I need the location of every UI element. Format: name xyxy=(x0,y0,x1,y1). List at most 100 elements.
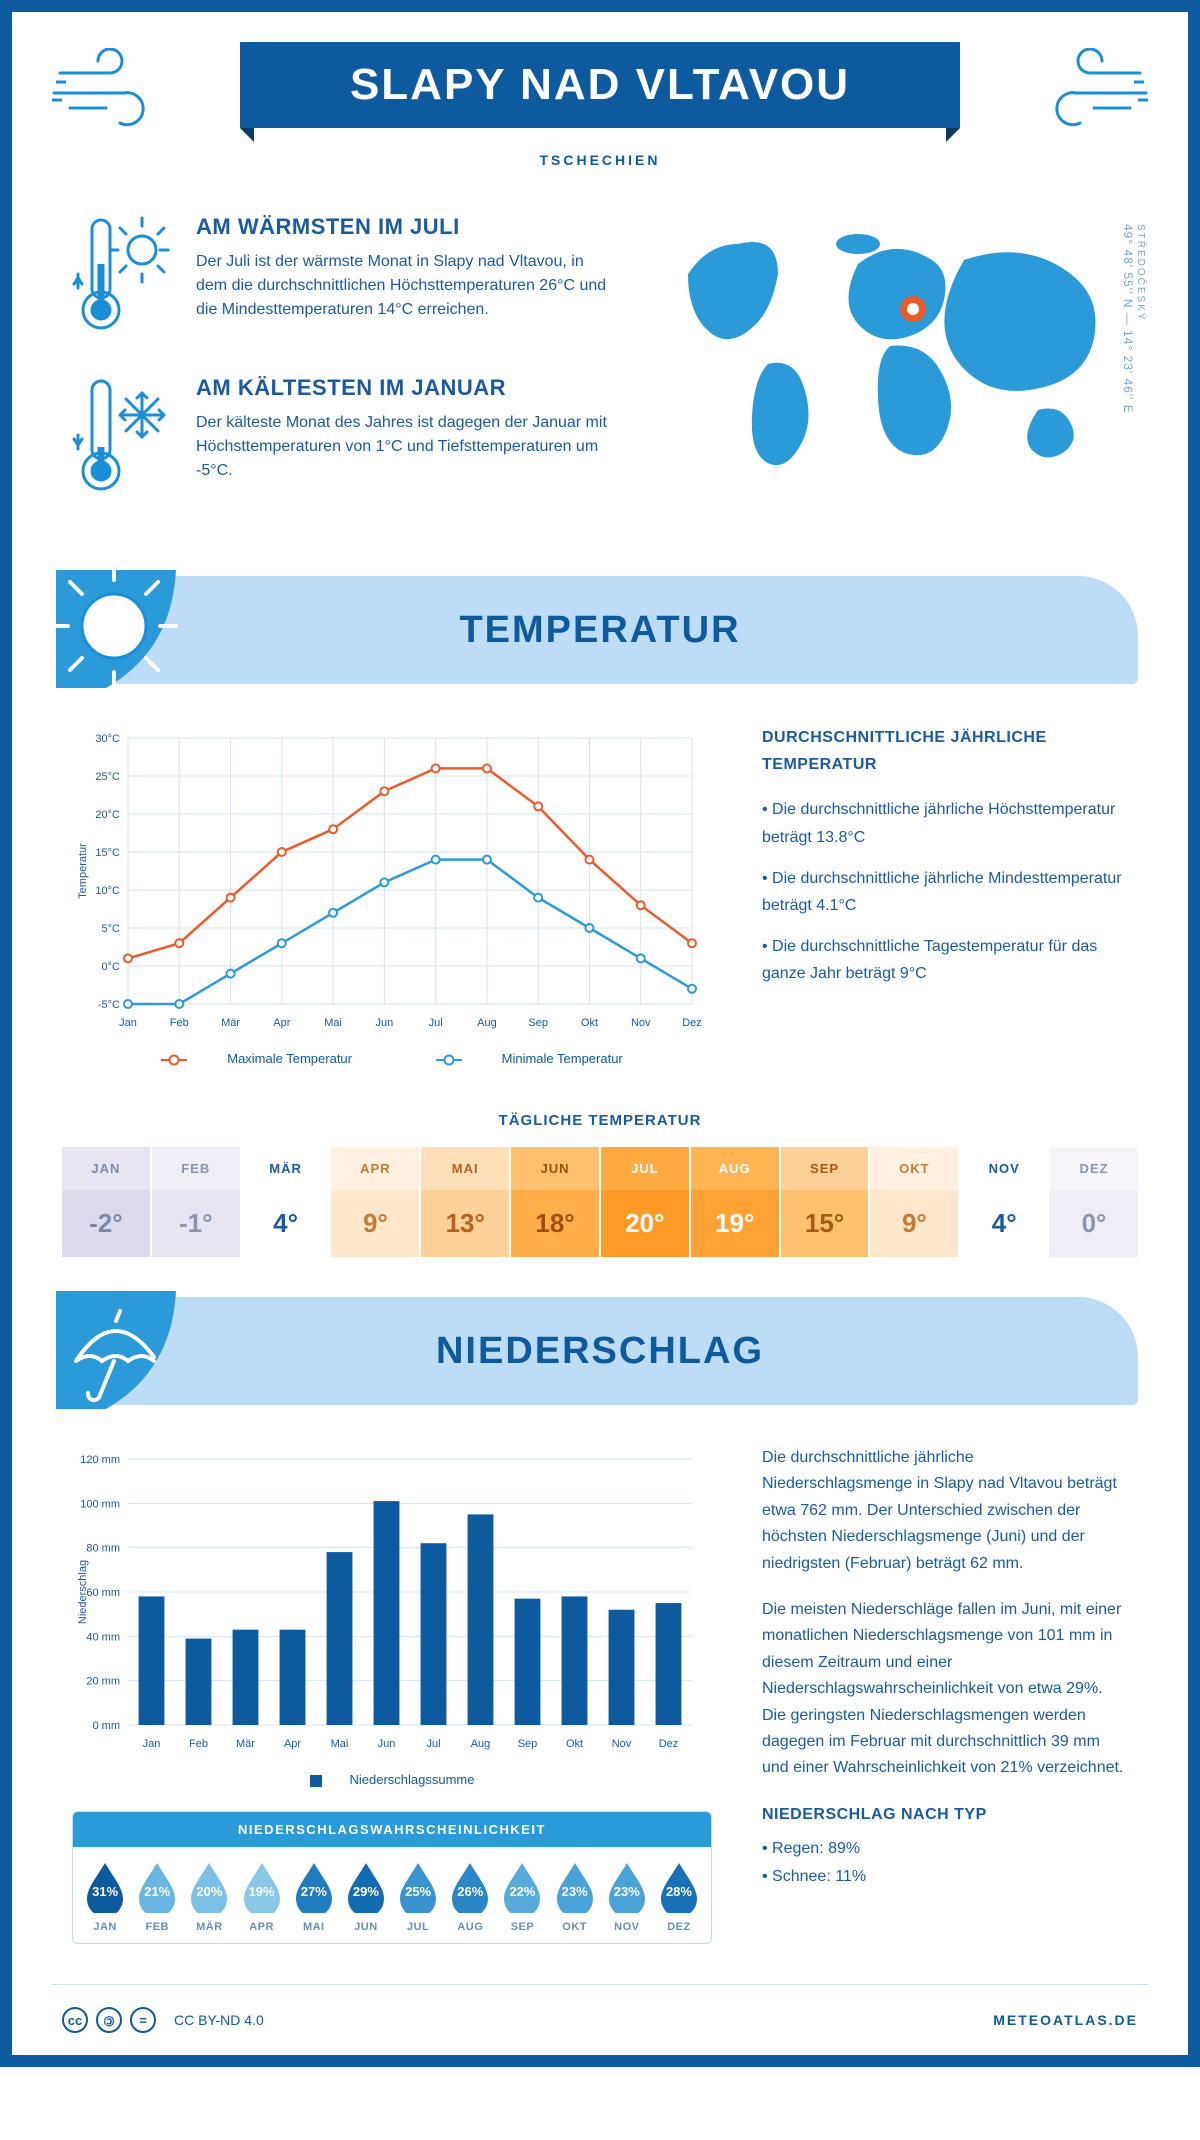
daily-temp-cell: APR 9° xyxy=(331,1147,421,1257)
svg-text:Mai: Mai xyxy=(324,1017,342,1029)
svg-text:20°C: 20°C xyxy=(95,809,120,821)
precip-type-bullet: • Regen: 89% xyxy=(762,1836,1128,1862)
daily-temp-cell: JUN 18° xyxy=(511,1147,601,1257)
legend-max-label: Maximale Temperatur xyxy=(227,1051,352,1066)
svg-text:Nov: Nov xyxy=(631,1017,651,1029)
svg-text:Dez: Dez xyxy=(659,1738,679,1750)
prob-cell: 27%MAI xyxy=(290,1861,338,1933)
precip-legend-label: Niederschlagssumme xyxy=(350,1772,475,1787)
temperature-heading: TEMPERATUR xyxy=(459,609,740,652)
svg-text:Sep: Sep xyxy=(528,1017,548,1029)
footer: cc 🄯 = CC BY-ND 4.0 METEOATLAS.DE xyxy=(52,1984,1148,2055)
daily-temp-title: TÄGLICHE TEMPERATUR xyxy=(12,1112,1188,1129)
prob-cell: 31%JAN xyxy=(81,1861,129,1933)
svg-text:Feb: Feb xyxy=(189,1738,208,1750)
svg-text:Dez: Dez xyxy=(682,1017,702,1029)
svg-text:Sep: Sep xyxy=(518,1738,538,1750)
svg-text:30°C: 30°C xyxy=(95,733,120,745)
svg-text:Mär: Mär xyxy=(221,1017,240,1029)
legend-min-label: Minimale Temperatur xyxy=(502,1051,623,1066)
temp-info-bullet: • Die durchschnittliche jährliche Mindes… xyxy=(762,865,1128,919)
prob-cell: 26%AUG xyxy=(446,1861,494,1933)
prob-cell: 28%DEZ xyxy=(655,1861,703,1933)
precipitation-bar-chart: 0 mm 20 mm 40 mm 60 mm 80 mm 100 mm 120 mm Nied… xyxy=(72,1445,712,1787)
precip-type-bullet: • Schnee: 11% xyxy=(762,1864,1128,1890)
warmest-block: AM WÄRMSTEN IM JULI Der Juli ist der wär… xyxy=(72,214,618,339)
svg-text:Mai: Mai xyxy=(331,1738,349,1750)
svg-text:Jun: Jun xyxy=(375,1017,393,1029)
daily-temp-cell: NOV 4° xyxy=(960,1147,1050,1257)
svg-text:Jun: Jun xyxy=(378,1738,396,1750)
daily-temp-cell: DEZ 0° xyxy=(1050,1147,1138,1257)
svg-text:25°C: 25°C xyxy=(95,771,120,783)
svg-text:100 mm: 100 mm xyxy=(80,1498,120,1510)
svg-text:Temperatur: Temperatur xyxy=(77,843,89,899)
svg-text:Jul: Jul xyxy=(429,1017,443,1029)
svg-text:Aug: Aug xyxy=(477,1017,497,1029)
header: SLAPY NAD VLTAVOU TSCHECHIEN xyxy=(12,12,1188,184)
temp-chart-legend: Maximale Temperatur Minimale Temperatur xyxy=(72,1051,712,1066)
svg-text:Apr: Apr xyxy=(284,1738,301,1750)
precip-paragraph-2: Die meisten Niederschläge fallen im Juni… xyxy=(762,1597,1128,1782)
warmest-title: AM WÄRMSTEN IM JULI xyxy=(196,214,618,240)
thermometer-hot-icon xyxy=(72,214,172,334)
svg-text:120 mm: 120 mm xyxy=(80,1454,120,1466)
svg-text:-5°C: -5°C xyxy=(98,999,120,1011)
svg-text:Nov: Nov xyxy=(612,1738,632,1750)
region-label: STŘEDOČESKÝ xyxy=(1135,224,1146,408)
svg-text:0 mm: 0 mm xyxy=(93,1720,121,1732)
daily-temp-cell: AUG 19° xyxy=(691,1147,781,1257)
svg-text:Niederschlag: Niederschlag xyxy=(77,1560,89,1624)
svg-text:5°C: 5°C xyxy=(102,923,121,935)
svg-text:Okt: Okt xyxy=(566,1738,583,1750)
daily-temp-cell: JAN -2° xyxy=(62,1147,152,1257)
prob-cell: 23%OKT xyxy=(551,1861,599,1933)
svg-text:40 mm: 40 mm xyxy=(86,1631,120,1643)
svg-text:15°C: 15°C xyxy=(95,847,120,859)
precip-type-heading: NIEDERSCHLAG NACH TYP xyxy=(762,1802,1128,1828)
svg-text:Okt: Okt xyxy=(581,1017,598,1029)
daily-temp-cell: MAI 13° xyxy=(421,1147,511,1257)
prob-cell: 23%NOV xyxy=(603,1861,651,1933)
temperature-info: DURCHSCHNITTLICHE JÄHRLICHE TEMPERATUR •… xyxy=(762,724,1128,1066)
intro-section: AM WÄRMSTEN IM JULI Der Juli ist der wär… xyxy=(12,184,1188,566)
coldest-title: AM KÄLTESTEN IM JANUAR xyxy=(196,375,618,401)
prob-cell: 21%FEB xyxy=(133,1861,181,1933)
daily-temp-table: JAN -2°FEB -1°MÄR 4°APR 9°MAI 13°JUN 18°… xyxy=(62,1147,1138,1257)
location-marker-icon xyxy=(900,296,926,322)
svg-text:Jan: Jan xyxy=(119,1017,137,1029)
svg-text:Jan: Jan xyxy=(143,1738,161,1750)
daily-temp-cell: SEP 15° xyxy=(781,1147,871,1257)
coldest-block: AM KÄLTESTEN IM JANUAR Der kälteste Mona… xyxy=(72,375,618,500)
temperature-line-chart: -5°C0°C5°C10°C15°C20°C25°C30°CJanFebMärA… xyxy=(72,724,712,1066)
prob-cell: 22%SEP xyxy=(498,1861,546,1933)
svg-text:20 mm: 20 mm xyxy=(86,1676,120,1688)
warmest-text: Der Juli ist der wärmste Monat in Slapy … xyxy=(196,250,618,322)
svg-text:60 mm: 60 mm xyxy=(86,1587,120,1599)
prob-cell: 19%APR xyxy=(238,1861,286,1933)
precipitation-heading: NIEDERSCHLAG xyxy=(436,1330,764,1373)
daily-temp-cell: JUL 20° xyxy=(601,1147,691,1257)
sun-icon xyxy=(56,570,196,700)
cc-icon: cc xyxy=(62,2007,88,2033)
daily-temp-cell: FEB -1° xyxy=(152,1147,242,1257)
daily-temp-cell: MÄR 4° xyxy=(242,1147,332,1257)
nd-icon: = xyxy=(130,2007,156,2033)
thermometer-cold-icon xyxy=(72,375,172,495)
by-icon: 🄯 xyxy=(96,2007,122,2033)
svg-text:10°C: 10°C xyxy=(95,885,120,897)
coordinates: STŘEDOČESKÝ 49° 48' 55'' N — 14° 23' 46'… xyxy=(1121,224,1146,414)
svg-text:Aug: Aug xyxy=(471,1738,491,1750)
precipitation-section-banner: NIEDERSCHLAG xyxy=(62,1297,1138,1405)
svg-text:0°C: 0°C xyxy=(102,961,121,973)
precip-chart-legend: Niederschlagssumme xyxy=(72,1772,712,1787)
temperature-section-banner: TEMPERATUR xyxy=(62,576,1138,684)
daily-temp-cell: OKT 9° xyxy=(870,1147,960,1257)
svg-text:Apr: Apr xyxy=(273,1017,290,1029)
temp-info-bullet: • Die durchschnittliche jährliche Höchst… xyxy=(762,796,1128,850)
coords-value: 49° 48' 55'' N — 14° 23' 46'' E xyxy=(1121,224,1135,414)
license-block: cc 🄯 = CC BY-ND 4.0 xyxy=(62,2007,264,2033)
umbrella-icon xyxy=(56,1291,196,1421)
svg-text:80 mm: 80 mm xyxy=(86,1543,120,1555)
wind-icon-right xyxy=(1018,48,1148,128)
